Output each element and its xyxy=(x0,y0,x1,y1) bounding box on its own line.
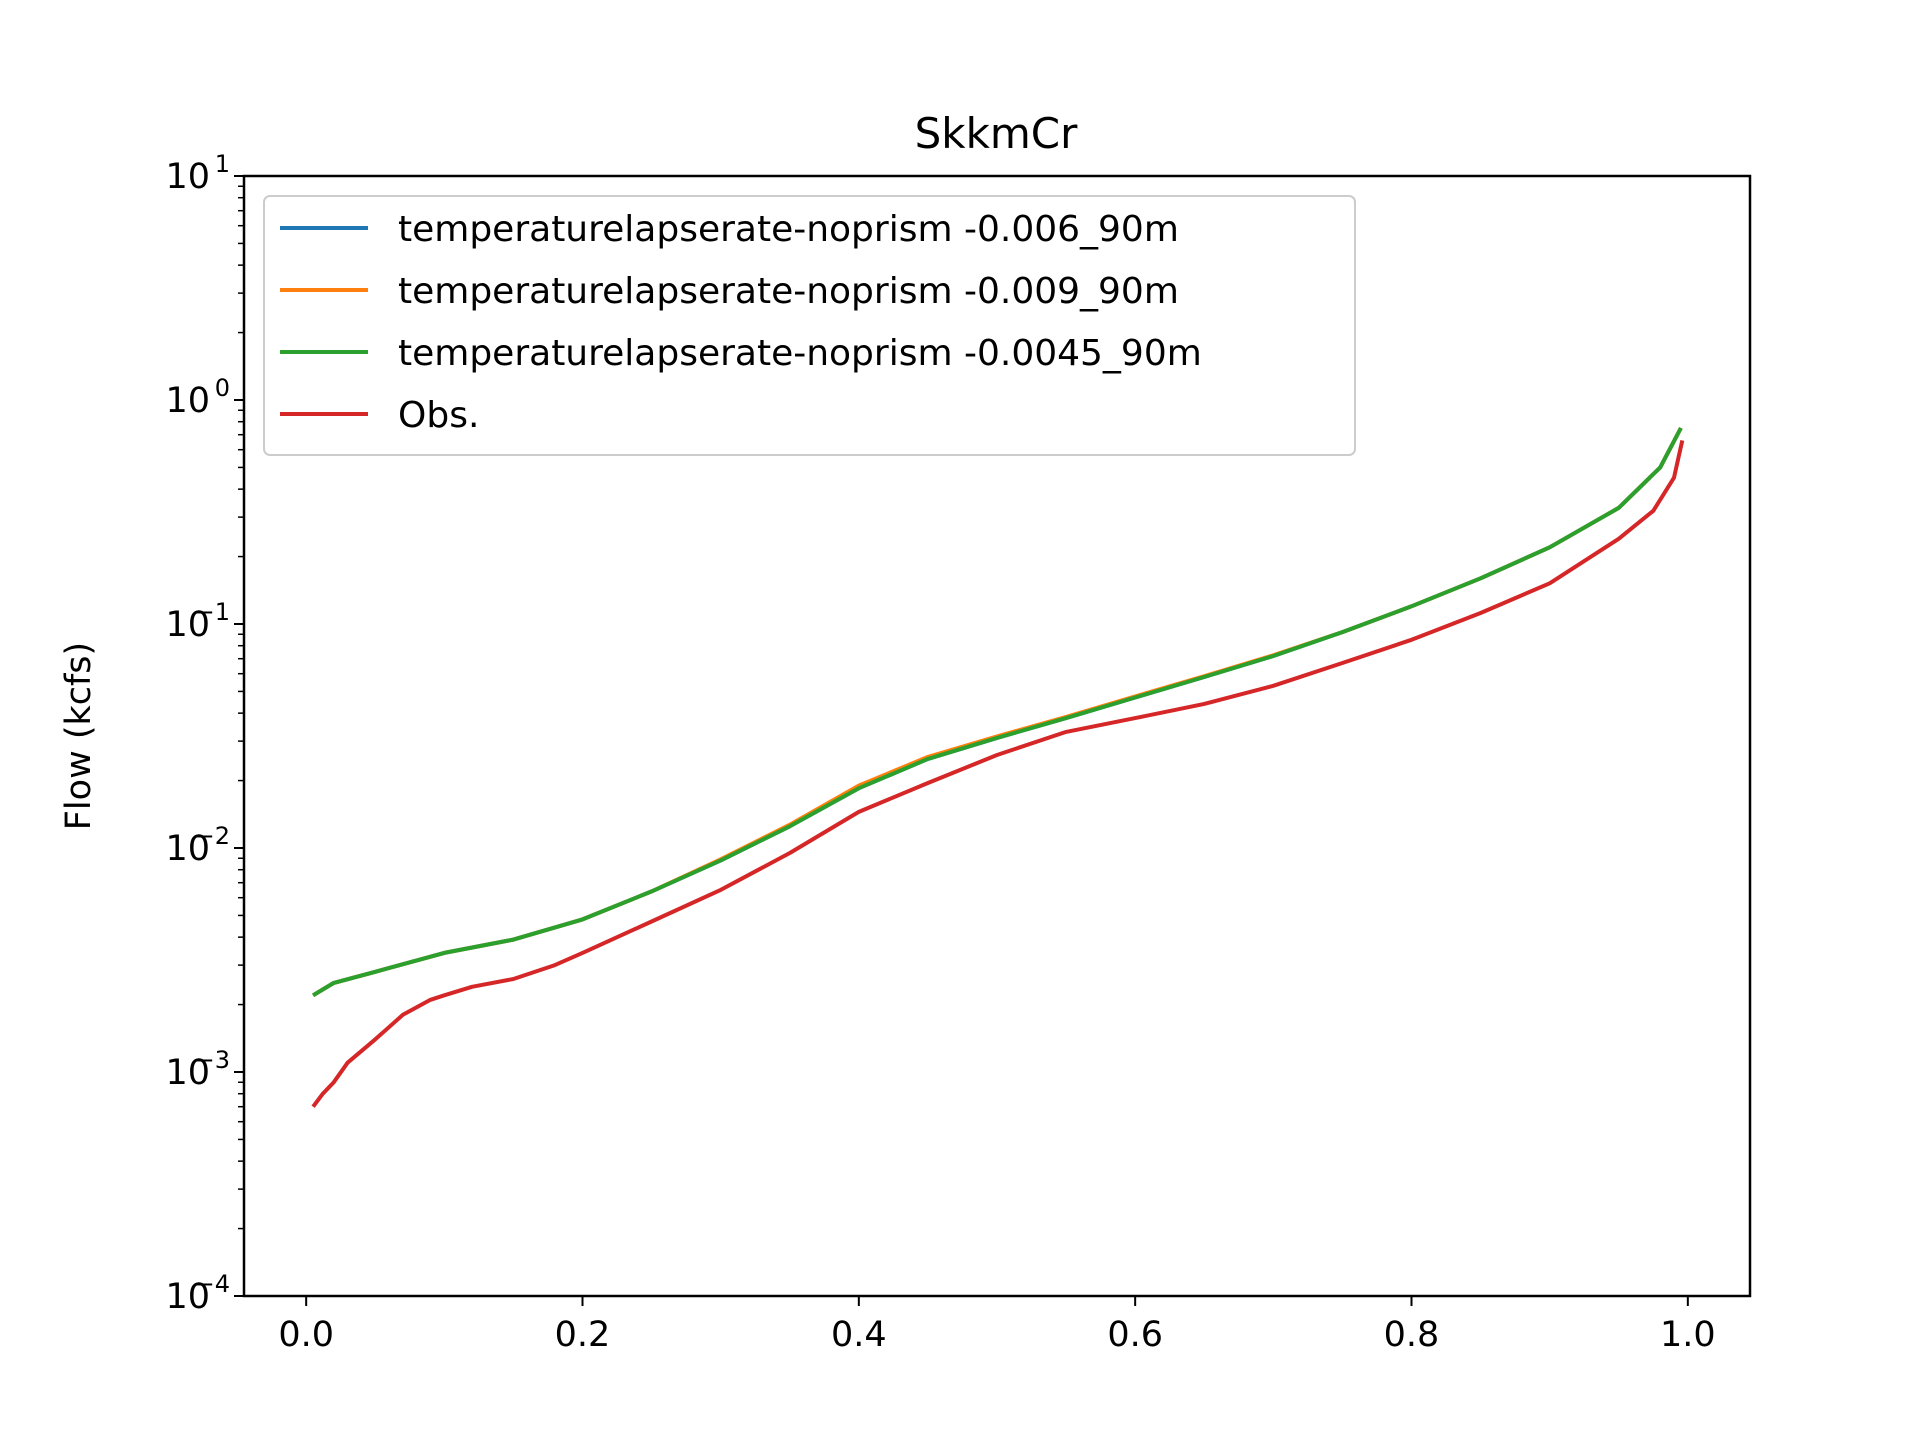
plot-area: 0.0 0.2 0.4 0.6 0.8 1.0 10−410−310−210−110 010… xyxy=(165,150,1752,1355)
legend-label: Obs. xyxy=(398,395,479,436)
legend-label: temperaturelapserate-noprism -0.0045_90m xyxy=(398,333,1202,374)
y-tick-base: 10 xyxy=(165,381,210,421)
series-line-3 xyxy=(311,439,1685,1108)
x-tick-label: 0.0 xyxy=(278,1315,334,1355)
y-tick-label: 10 xyxy=(165,605,210,645)
y-tick-label: 10 xyxy=(165,829,210,869)
x-tick-label: 0.8 xyxy=(1384,1315,1440,1355)
y-tick-label: 10 xyxy=(165,381,210,421)
y-tick-base: 10 xyxy=(165,1277,210,1317)
y-tick-exponent: 1 xyxy=(215,150,230,178)
x-tick-label: 0.4 xyxy=(831,1315,887,1355)
legend-label: temperaturelapserate-noprism -0.009_90m xyxy=(398,271,1179,312)
axes-frame xyxy=(242,174,1752,1298)
chart-title: SkkmCr xyxy=(915,109,1079,158)
series-line-2 xyxy=(312,427,1683,998)
y-tick-exponent: −3 xyxy=(195,1046,230,1074)
legend: temperaturelapserate-noprism -0.006_90mt… xyxy=(263,195,1356,456)
y-tick-base: 10 xyxy=(165,1053,210,1093)
y-tick-base: 10 xyxy=(165,829,210,869)
series-lines xyxy=(311,427,1685,1108)
y-axis-label: Flow (kcfs) xyxy=(59,642,99,830)
x-tick-label: 0.2 xyxy=(555,1315,611,1355)
y-tick-label: 10 xyxy=(165,1277,210,1317)
legend-box xyxy=(263,195,1356,456)
y-tick-label: 10 xyxy=(165,157,210,197)
x-tick-label: 0.6 xyxy=(1107,1315,1163,1355)
y-tick-exponent: 0 xyxy=(215,374,230,402)
y-tick-exponent: −4 xyxy=(195,1270,230,1298)
y-tick-exponent: −2 xyxy=(195,822,230,850)
x-axis-ticks: 0.0 0.2 0.4 0.6 0.8 1.0 xyxy=(278,1296,1716,1355)
x-tick-label: 1.0 xyxy=(1660,1315,1716,1355)
y-tick-label: 10 xyxy=(165,1053,210,1093)
y-tick-base: 10 xyxy=(165,605,210,645)
y-tick-exponent: −1 xyxy=(195,598,230,626)
y-tick-base: 10 xyxy=(165,157,210,197)
legend-label: temperaturelapserate-noprism -0.006_90m xyxy=(398,209,1179,250)
